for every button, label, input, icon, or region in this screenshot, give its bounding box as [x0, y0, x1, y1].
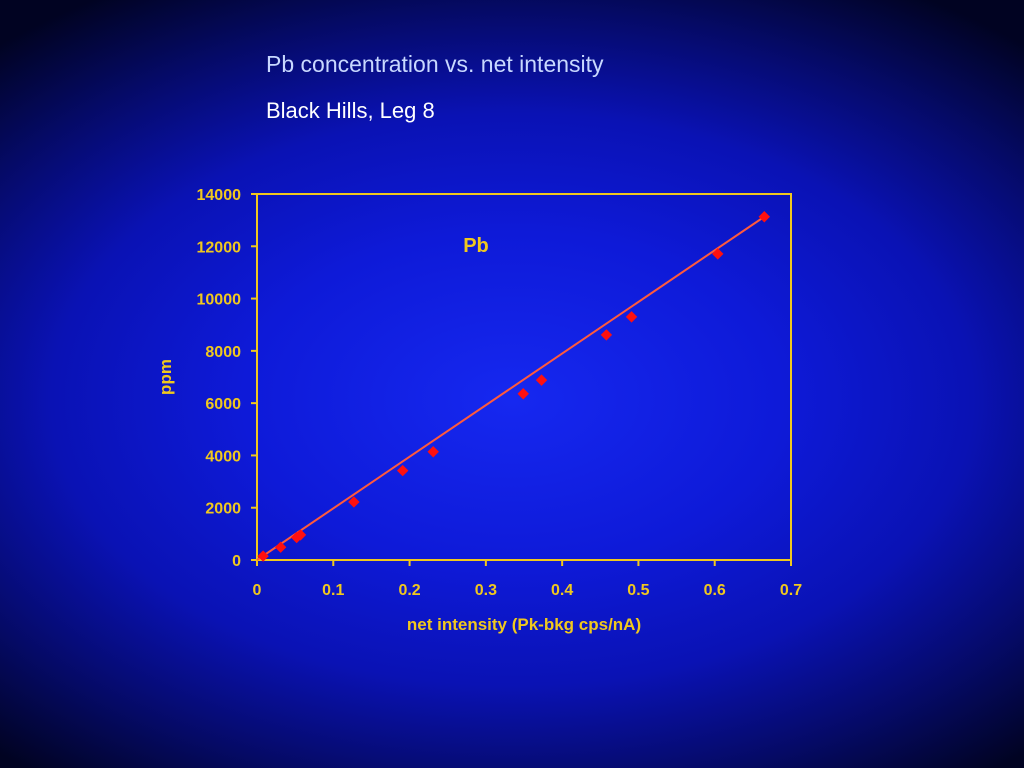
y-axis-label: ppm	[156, 359, 175, 395]
slide-title: Pb concentration vs. net intensity	[266, 51, 604, 77]
data-point	[294, 529, 307, 541]
x-tick-label: 0.2	[398, 582, 420, 599]
x-tick-label: 0.7	[780, 582, 802, 599]
data-point	[396, 464, 409, 477]
data-point	[535, 374, 548, 386]
y-tick-label: 6000	[205, 396, 241, 413]
trendline	[256, 215, 765, 561]
data-point	[625, 311, 638, 323]
x-tick-label: 0.1	[322, 582, 344, 599]
x-axis-label: net intensity (Pk-bkg cps/nA)	[407, 615, 641, 634]
y-tick-label: 4000	[205, 448, 241, 465]
data-point	[274, 541, 287, 553]
data-point	[348, 496, 360, 508]
x-tick-label: 0	[253, 582, 262, 599]
y-tick-label: 0	[232, 553, 241, 570]
x-axis: 0 0.1 0.2 0.3 0.4 0.5 0.6 0.7	[253, 560, 802, 599]
x-tick-label: 0.3	[475, 582, 497, 599]
data-point	[712, 248, 724, 260]
x-tick-label: 0.4	[551, 582, 573, 599]
y-tick-label: 14000	[197, 187, 242, 204]
y-tick-label: 12000	[197, 239, 242, 256]
data-point	[517, 388, 529, 400]
plot-area	[256, 193, 792, 561]
slide-subtitle: Black Hills, Leg 8	[266, 98, 435, 123]
y-axis: 0 2000 4000 6000 8000 10000 12000 14000	[197, 187, 257, 570]
y-tick-label: 10000	[197, 292, 242, 309]
data-point	[257, 550, 269, 562]
data-point	[758, 211, 771, 223]
y-tick-label: 8000	[205, 344, 241, 361]
data-point	[600, 329, 613, 341]
data-point	[427, 446, 439, 458]
trendline-group	[256, 215, 765, 561]
data-points	[257, 211, 771, 562]
y-tick-label: 2000	[205, 501, 241, 518]
pb-annotation: Pb	[463, 235, 489, 257]
x-tick-label: 0.6	[704, 582, 726, 599]
x-tick-label: 0.5	[627, 582, 649, 599]
